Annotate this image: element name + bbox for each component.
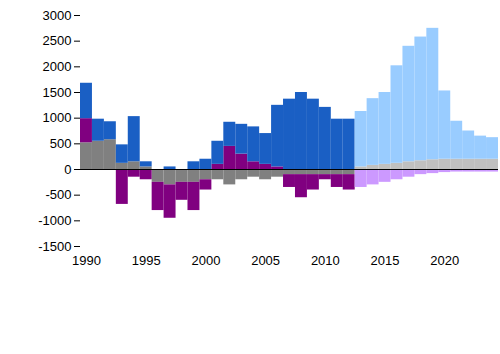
svg-text:2010: 2010: [311, 253, 340, 268]
svg-text:2000: 2000: [191, 253, 220, 268]
svg-text:2000: 2000: [43, 59, 72, 74]
svg-text:1500: 1500: [43, 85, 72, 100]
svg-text:500: 500: [50, 136, 72, 151]
svg-text:1995: 1995: [132, 253, 161, 268]
svg-text:1000: 1000: [43, 110, 72, 125]
svg-text:0: 0: [64, 162, 71, 177]
svg-text:2015: 2015: [371, 253, 400, 268]
svg-text:2500: 2500: [43, 33, 72, 48]
svg-text:2005: 2005: [251, 253, 280, 268]
svg-text:3000: 3000: [43, 8, 72, 23]
svg-text:-500: -500: [45, 187, 71, 202]
svg-text:-1000: -1000: [38, 213, 71, 228]
svg-text:1990: 1990: [72, 253, 101, 268]
svg-text:2020: 2020: [430, 253, 459, 268]
svg-text:-1500: -1500: [38, 239, 71, 254]
